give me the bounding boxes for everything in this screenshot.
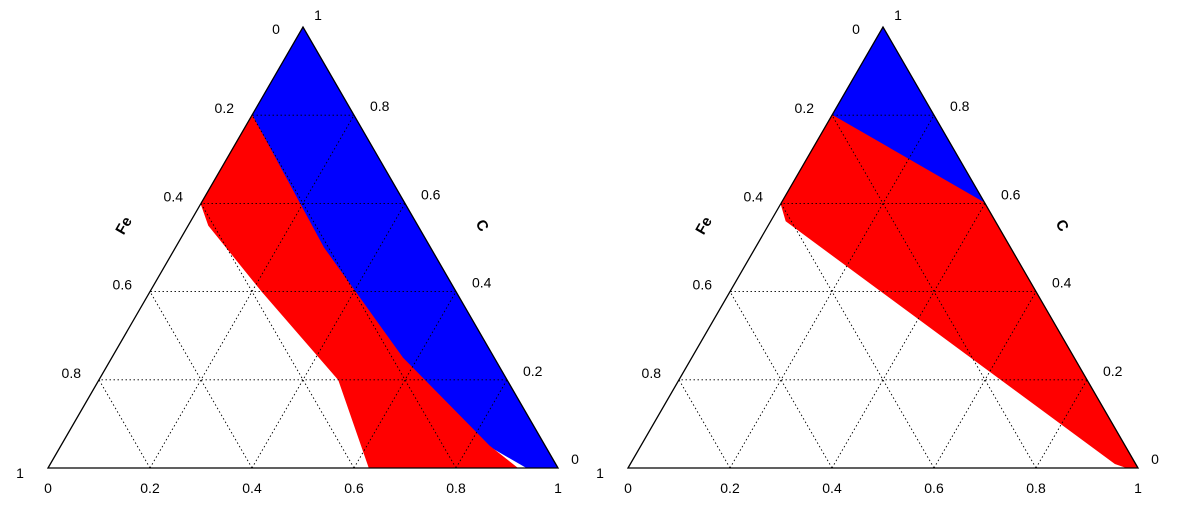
gridline-other — [455, 379, 508, 469]
left-tick-label: 0.2 — [795, 100, 815, 116]
right-tick-label: 0.2 — [1103, 363, 1123, 379]
left-tick-label: 0 — [272, 21, 280, 37]
grid-lines — [98, 114, 508, 469]
gridline-other — [251, 203, 406, 469]
gridline-fe — [678, 379, 731, 469]
right-tick-label: 0.4 — [1052, 275, 1072, 291]
bottom-tick-label: 0 — [624, 480, 632, 496]
gridline-fe — [98, 379, 151, 469]
left-tick-label: 0.2 — [215, 100, 235, 116]
bottom-tick-label: 1 — [1134, 480, 1142, 496]
ternary-chart-right: 0 0.2 0.4 0.6 0.8 1 0 0.2 0.4 0.6 0.8 1 0 0.2 0.4 0.6 0.… — [580, 0, 1170, 507]
right-tick-label: 0.8 — [950, 98, 970, 114]
gridline-other — [1035, 379, 1088, 469]
left-tick-label: 0.6 — [693, 277, 713, 293]
bottom-tick-label: 0 — [44, 480, 52, 496]
right-tick-label: 0.6 — [1001, 186, 1021, 202]
bottom-tick-label: 0.4 — [822, 480, 842, 496]
ternary-plot-right: 0 0.2 0.4 0.6 0.8 100.20.40.60.8100.20.40.60.… — [596, 7, 1159, 496]
triangle-frame — [626, 25, 1140, 469]
gridline-fe — [780, 203, 935, 469]
right-tick-label: 0.2 — [523, 363, 543, 379]
left-tick-label: 0 — [852, 21, 860, 37]
bottom-tick-label: 0.6 — [924, 480, 944, 496]
bottom-tick-label: 1 — [554, 480, 562, 496]
left-tick-label: 0.8 — [642, 365, 662, 381]
left-tick-label: 0.4 — [164, 188, 184, 204]
bottom-tick-label: 0.8 — [1026, 480, 1046, 496]
axis-label-c: C — [472, 217, 492, 235]
triangle-frame — [46, 25, 560, 469]
bottom-tick-label: 0.4 — [242, 480, 262, 496]
right-tick-label: 1 — [314, 7, 322, 23]
grid-lines — [678, 114, 1088, 469]
right-tick-label: 0 — [1151, 451, 1159, 467]
right-tick-label: 0.8 — [370, 98, 390, 114]
ternary-plot-left: 0 0.2 0.4 0.6 0.8 100.20.40.60.8100.20.40.60.… — [16, 7, 579, 496]
left-tick-label: 1 — [596, 465, 604, 481]
left-tick-label: 0.8 — [62, 365, 82, 381]
left-tick-label: 0.4 — [744, 188, 764, 204]
bottom-tick-label: 0.8 — [446, 480, 466, 496]
ternary-chart-left: 0 0.2 0.4 0.6 0.8 1 0 0.2 0.4 0.6 0.8 1 0 0.2 0.4 0.6 0.… — [0, 0, 590, 507]
gridline-fe — [200, 203, 355, 469]
right-tick-label: 1 — [894, 7, 902, 23]
bottom-tick-label: 0.2 — [140, 480, 160, 496]
left-tick-label: 0.6 — [113, 277, 133, 293]
bottom-tick-label: 0.6 — [344, 480, 364, 496]
left-tick-label: 1 — [16, 465, 24, 481]
axis-label-fe: Fe — [692, 214, 715, 238]
bottom-tick-label: 0.2 — [720, 480, 740, 496]
right-tick-label: 0 — [571, 451, 579, 467]
axis-label-c: C — [1052, 217, 1072, 235]
right-tick-label: 0.4 — [472, 275, 492, 291]
right-tick-label: 0.6 — [421, 186, 441, 202]
gridline-other — [831, 203, 986, 469]
axis-label-fe: Fe — [112, 214, 135, 238]
